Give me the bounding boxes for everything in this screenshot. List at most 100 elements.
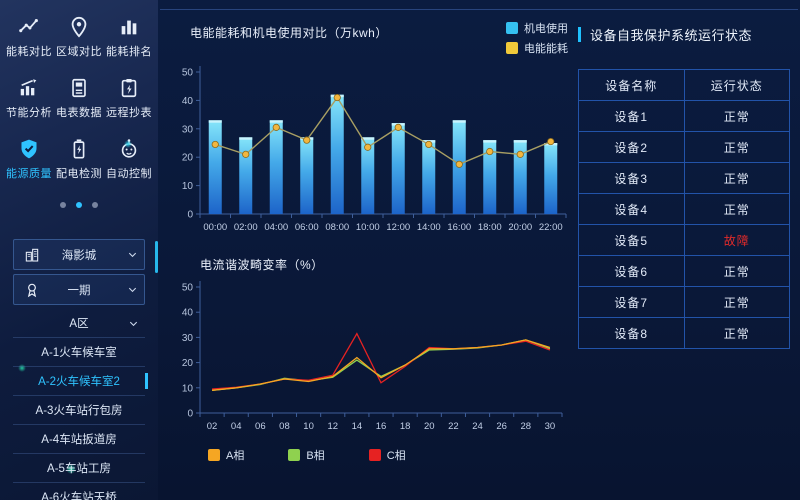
- legend-label: C相: [386, 450, 406, 462]
- tree-item-1[interactable]: 海影城: [13, 239, 145, 270]
- battery-icon: [68, 138, 90, 160]
- chevron-down-icon: [127, 284, 138, 295]
- panel-title-row: 设备自我保护系统运行状态: [578, 10, 790, 44]
- nav-item-label: 自动控制: [106, 168, 152, 180]
- tree-item-label: A区: [69, 318, 89, 330]
- svg-text:00:00: 00:00: [203, 222, 227, 233]
- table-header-cell: 设备名称: [578, 69, 685, 101]
- legend-label: A相: [226, 450, 245, 462]
- nav-item-9[interactable]: 自动控制: [104, 138, 154, 181]
- badge-icon: [24, 282, 40, 298]
- tree-item-2[interactable]: 一期: [13, 274, 145, 305]
- nav-item-6[interactable]: 远程抄表: [104, 77, 154, 120]
- tree-item-label: 海影城: [61, 249, 97, 262]
- svg-text:04: 04: [231, 421, 242, 432]
- nav-item-2[interactable]: 区域对比: [54, 16, 104, 59]
- building-icon: [24, 247, 40, 263]
- nav-item-label: 能源质量: [6, 168, 52, 180]
- device-status-cell: 正常: [683, 255, 790, 287]
- svg-text:14:00: 14:00: [417, 222, 441, 233]
- svg-text:10: 10: [303, 421, 314, 432]
- tree-item-8[interactable]: A-5车站工房: [13, 454, 145, 483]
- meter-icon: [68, 77, 90, 99]
- charts-column: 电能能耗和机电使用对比（万kwh） 机电使用 电能能耗 0 10 20 30 40 50 00…: [164, 12, 576, 463]
- device-name-cell: 设备5: [578, 224, 685, 256]
- legend-item-1[interactable]: 机电使用: [506, 20, 568, 36]
- device-status-cell: 正常: [683, 286, 790, 318]
- harmonic-chart-title: 电流谐波畸变率（%）: [200, 258, 324, 272]
- svg-text:16:00: 16:00: [447, 222, 471, 233]
- nav-item-7[interactable]: 能源质量: [4, 138, 54, 181]
- pagination-dot-2[interactable]: [76, 202, 82, 208]
- legend-swatch: [368, 449, 381, 461]
- tree-item-label: A-2火车候车室2: [38, 376, 120, 388]
- svg-text:16: 16: [376, 421, 387, 432]
- svg-text:22: 22: [448, 421, 459, 432]
- device-name-cell: 设备1: [578, 100, 685, 132]
- chevron-down-icon: [128, 318, 139, 329]
- tree-item-label: A-5车站工房: [47, 463, 111, 475]
- legend-item-2[interactable]: 电能能耗: [506, 40, 568, 56]
- svg-text:12:00: 12:00: [386, 222, 410, 233]
- svg-text:20:00: 20:00: [508, 222, 532, 233]
- table-row: 设备7 正常: [578, 286, 790, 318]
- ranking-icon: [118, 16, 140, 38]
- table-row: 设备4 正常: [578, 193, 790, 225]
- nav-item-5[interactable]: 电表数据: [54, 77, 104, 120]
- legend-item-phase-2[interactable]: B相: [288, 447, 325, 463]
- svg-text:08:00: 08:00: [325, 222, 349, 233]
- table-row: 设备5 故障: [578, 224, 790, 256]
- tree-item-6[interactable]: A-3火车站行包房: [13, 396, 145, 425]
- device-status-cell: 正常: [683, 317, 790, 349]
- tree-item-3[interactable]: A区: [13, 309, 145, 338]
- energy-chart-title: 电能能耗和机电使用对比（万kwh）: [190, 26, 388, 40]
- table-row: 设备6 正常: [578, 255, 790, 287]
- sidebar: 能耗对比 区域对比 能耗排名节能分析 电表数据 远程抄表能源质量 配电检测 自动控制 海影城…: [0, 0, 158, 500]
- svg-text:02:00: 02:00: [234, 222, 258, 233]
- energy-chart-header: 电能能耗和机电使用对比（万kwh） 机电使用电能能耗: [164, 12, 576, 56]
- svg-text:04:00: 04:00: [264, 222, 288, 233]
- pagination-dot-3[interactable]: [92, 202, 98, 208]
- device-status-cell: 正常: [683, 162, 790, 194]
- nav-item-label: 能耗排名: [106, 46, 152, 58]
- harmonic-chart-legend: A相 B相 C相: [164, 447, 576, 463]
- tree-item-label: A-6火车站天桥: [41, 492, 117, 500]
- device-name-cell: 设备8: [578, 317, 685, 349]
- tree-item-label: A-4车站扳道房: [41, 434, 117, 446]
- energy-compare-chart: 0 10 20 30 40 50 00:00 02:00 04:00 06:00 08:00 10:0…: [182, 66, 567, 233]
- device-status-table: 设备名称 运行状态 设备1 正常 设备2 正常 设备3 正常 设备4 正常 设备5 故障 设备6 正常设…: [578, 69, 790, 349]
- energy-chart-legend: 机电使用电能能耗: [506, 20, 574, 56]
- tree-item-9[interactable]: A-6火车站天桥: [13, 483, 145, 500]
- svg-text:08: 08: [279, 421, 290, 432]
- tree-scrollbar-thumb[interactable]: [155, 241, 158, 273]
- svg-text:30: 30: [182, 124, 194, 135]
- svg-text:20: 20: [182, 358, 194, 369]
- legend-item-phase-1[interactable]: A相: [208, 447, 244, 463]
- tree-item-label: A-3火车站行包房: [35, 405, 123, 417]
- nav-item-8[interactable]: 配电检测: [54, 138, 104, 181]
- legend-item-phase-3[interactable]: C相: [368, 447, 406, 463]
- tree-item-5[interactable]: A-2火车候车室2: [13, 367, 145, 396]
- nav-pagination: [0, 195, 158, 213]
- nav-item-1[interactable]: 能耗对比: [4, 16, 54, 59]
- svg-text:10:00: 10:00: [356, 222, 380, 233]
- tree-item-7[interactable]: A-4车站扳道房: [13, 425, 145, 454]
- tree-item-4[interactable]: A-1火车候车室: [13, 338, 145, 367]
- nav-item-label: 远程抄表: [106, 107, 152, 119]
- table-row: 设备3 正常: [578, 162, 790, 194]
- device-name-cell: 设备6: [578, 255, 685, 287]
- device-status-cell: 正常: [683, 131, 790, 163]
- nav-item-label: 能耗对比: [6, 46, 52, 58]
- pagination-dot-1[interactable]: [60, 202, 66, 208]
- svg-text:18: 18: [400, 421, 411, 432]
- legend-swatch: [288, 449, 301, 461]
- legend-label: 电能能耗: [524, 43, 568, 55]
- nav-item-3[interactable]: 能耗排名: [104, 16, 154, 59]
- title-marker: [578, 27, 581, 42]
- svg-text:06:00: 06:00: [295, 222, 319, 233]
- nav-item-4[interactable]: 节能分析: [4, 77, 54, 120]
- tree-item-label: A-1火车候车室: [41, 347, 117, 359]
- table-header-cell: 运行状态: [683, 69, 790, 101]
- device-status-title: 设备自我保护系统运行状态: [590, 28, 753, 43]
- legend-label: B相: [306, 450, 325, 462]
